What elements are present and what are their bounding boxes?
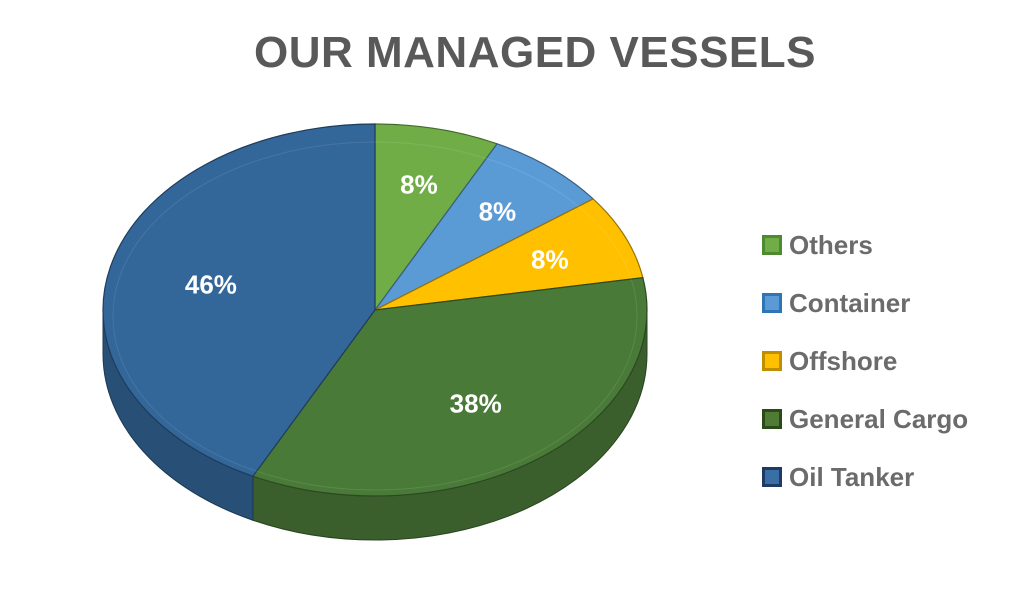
- legend-item-container[interactable]: Container: [762, 274, 968, 332]
- pie-slice-container[interactable]: [374, 143, 595, 311]
- pie-rim-highlight: [112, 141, 638, 491]
- legend-swatch-oil-tanker: [762, 467, 782, 487]
- legend-label-offshore: Offshore: [789, 345, 898, 376]
- pie-slice-offshore[interactable]: [374, 198, 644, 311]
- legend-label-general-cargo: General Cargo: [789, 403, 969, 434]
- legend-label-others: Others: [789, 229, 873, 260]
- chart-title: OUR MANAGED VESSELS: [253, 28, 816, 77]
- legend-item-general-cargo[interactable]: General Cargo: [762, 390, 968, 448]
- legend-swatch-others: [762, 235, 782, 255]
- data-label-container: 8%: [479, 196, 517, 226]
- data-label-others: 8%: [400, 169, 438, 199]
- legend-swatch-container: [762, 293, 782, 313]
- pie-slice-oil-tanker[interactable]: [102, 123, 376, 477]
- data-label-offshore: 8%: [531, 244, 569, 274]
- pie-top-faces: [102, 123, 648, 497]
- legend-item-others[interactable]: Others: [762, 216, 968, 274]
- legend-label-oil-tanker: Oil Tanker: [789, 461, 915, 492]
- legend: Others Container Offshore General Cargo …: [762, 216, 968, 506]
- legend-item-oil-tanker[interactable]: Oil Tanker: [762, 448, 968, 506]
- legend-label-container: Container: [789, 287, 911, 318]
- legend-swatch-general-cargo: [762, 409, 782, 429]
- legend-item-offshore[interactable]: Offshore: [762, 332, 968, 390]
- pie-data-labels: 8% 8% 8% 38% 46%: [185, 169, 569, 418]
- data-label-general-cargo: 38%: [450, 389, 502, 419]
- legend-swatch-offshore: [762, 351, 782, 371]
- pie-slice-general-cargo[interactable]: [251, 277, 648, 497]
- pie-slice-others[interactable]: [374, 123, 499, 312]
- data-label-oil-tanker: 46%: [185, 269, 237, 299]
